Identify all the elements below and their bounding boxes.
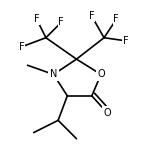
Text: N: N bbox=[50, 69, 57, 80]
Text: F: F bbox=[58, 17, 64, 27]
Text: F: F bbox=[34, 14, 39, 24]
Text: F: F bbox=[123, 36, 128, 46]
Text: F: F bbox=[89, 11, 95, 21]
Text: F: F bbox=[114, 14, 119, 24]
Text: O: O bbox=[97, 69, 105, 80]
Text: O: O bbox=[103, 108, 111, 118]
Text: F: F bbox=[19, 42, 24, 52]
